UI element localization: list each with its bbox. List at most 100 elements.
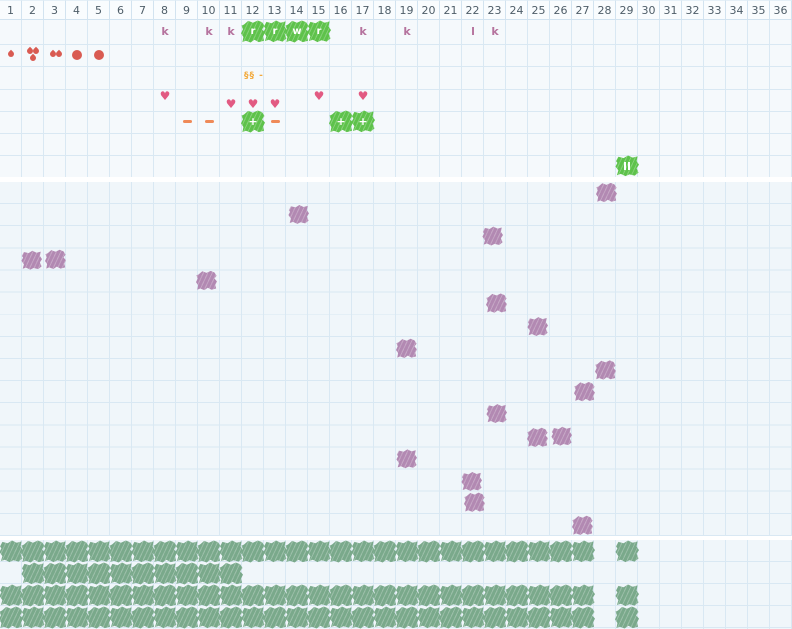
plant-blob[interactable] [197,562,221,585]
plant-blob[interactable] [373,584,397,607]
plant-blob[interactable] [219,540,243,563]
plant-blob[interactable] [197,584,221,607]
plant-blob[interactable] [461,584,485,607]
plant-blob[interactable] [109,540,133,563]
creature-blob[interactable] [196,271,217,291]
plant-blob[interactable] [549,584,573,607]
creature-blob[interactable] [574,382,595,402]
plant-blob[interactable] [131,606,155,629]
plant-blob[interactable] [307,540,331,563]
plant-blob[interactable] [505,540,529,563]
plant-blob[interactable] [373,606,397,629]
plant-blob[interactable] [285,606,309,629]
plant-blob[interactable] [219,606,243,629]
plant-blob[interactable] [219,584,243,607]
plant-blob[interactable] [65,540,89,563]
plant-blob[interactable] [0,584,23,607]
plant-blob[interactable] [109,606,133,629]
plant-blob[interactable] [21,540,45,563]
creature-blob[interactable] [21,250,42,270]
plant-blob[interactable] [351,540,375,563]
plant-blob[interactable] [285,540,309,563]
unit-blob[interactable]: w [285,20,309,43]
plant-blob[interactable] [153,606,177,629]
plant-blob[interactable] [417,606,441,629]
plant-blob[interactable] [175,540,199,563]
plant-blob[interactable] [109,562,133,585]
plant-blob[interactable] [263,540,287,563]
plant-blob[interactable] [175,584,199,607]
plant-blob[interactable] [527,584,551,607]
plant-blob[interactable] [615,540,639,563]
plant-blob[interactable] [131,540,155,563]
plant-blob[interactable] [329,606,353,629]
plant-blob[interactable] [263,584,287,607]
creature-blob[interactable] [45,249,66,269]
plant-blob[interactable] [505,606,529,629]
plant-blob[interactable] [87,540,111,563]
plant-blob[interactable] [439,606,463,629]
plant-blob[interactable] [65,562,89,585]
plant-blob[interactable] [43,540,67,563]
creature-blob[interactable] [572,515,593,535]
plant-blob[interactable] [329,540,353,563]
creature-blob[interactable] [595,360,616,380]
plant-blob[interactable] [527,606,551,629]
creature-blob[interactable] [461,472,482,492]
plant-blob[interactable] [395,540,419,563]
plant-blob[interactable] [109,584,133,607]
plant-blob[interactable] [241,606,265,629]
plant-blob[interactable] [175,606,199,629]
unit-blob[interactable]: r [307,20,331,43]
plant-blob[interactable] [241,540,265,563]
plant-blob[interactable] [153,540,177,563]
unit-blob[interactable]: r [241,20,265,43]
plant-blob[interactable] [571,584,595,607]
plant-blob[interactable] [417,584,441,607]
plant-blob[interactable] [43,584,67,607]
plant-blob[interactable] [483,584,507,607]
plant-blob[interactable] [439,584,463,607]
plant-blob[interactable] [175,562,199,585]
plant-blob[interactable] [549,606,573,629]
plant-blob[interactable] [21,606,45,629]
creature-blob[interactable] [464,492,485,512]
plant-blob[interactable] [65,584,89,607]
plant-blob[interactable] [351,606,375,629]
plant-blob[interactable] [439,540,463,563]
creature-blob[interactable] [551,426,572,446]
pause-button[interactable] [615,155,639,177]
plant-blob[interactable] [21,562,45,585]
plant-blob[interactable] [505,584,529,607]
plant-blob[interactable] [615,584,639,607]
plant-blob[interactable] [87,584,111,607]
creature-blob[interactable] [486,404,507,424]
plant-blob[interactable] [131,584,155,607]
creature-blob[interactable] [486,293,507,313]
plant-blob[interactable] [571,606,595,629]
plant-blob[interactable] [483,606,507,629]
plant-blob[interactable] [329,584,353,607]
plant-blob[interactable] [615,606,639,629]
plant-blob[interactable] [43,606,67,629]
plant-blob[interactable] [0,606,23,629]
plant-blob[interactable] [0,540,23,563]
creature-blob[interactable] [527,317,548,337]
creature-blob[interactable] [482,226,503,246]
plant-blob[interactable] [219,562,243,585]
creature-blob[interactable] [396,449,417,469]
plant-blob[interactable] [373,540,397,563]
plant-blob[interactable] [153,562,177,585]
plant-blob[interactable] [461,606,485,629]
plant-blob[interactable] [571,540,595,563]
plus-blob[interactable]: + [351,110,375,133]
plant-blob[interactable] [417,540,441,563]
unit-blob[interactable]: r [263,20,287,43]
plant-blob[interactable] [153,584,177,607]
creature-blob[interactable] [596,183,617,203]
plant-blob[interactable] [21,584,45,607]
plant-blob[interactable] [307,606,331,629]
plant-blob[interactable] [527,540,551,563]
creature-blob[interactable] [288,205,309,225]
plant-blob[interactable] [307,584,331,607]
